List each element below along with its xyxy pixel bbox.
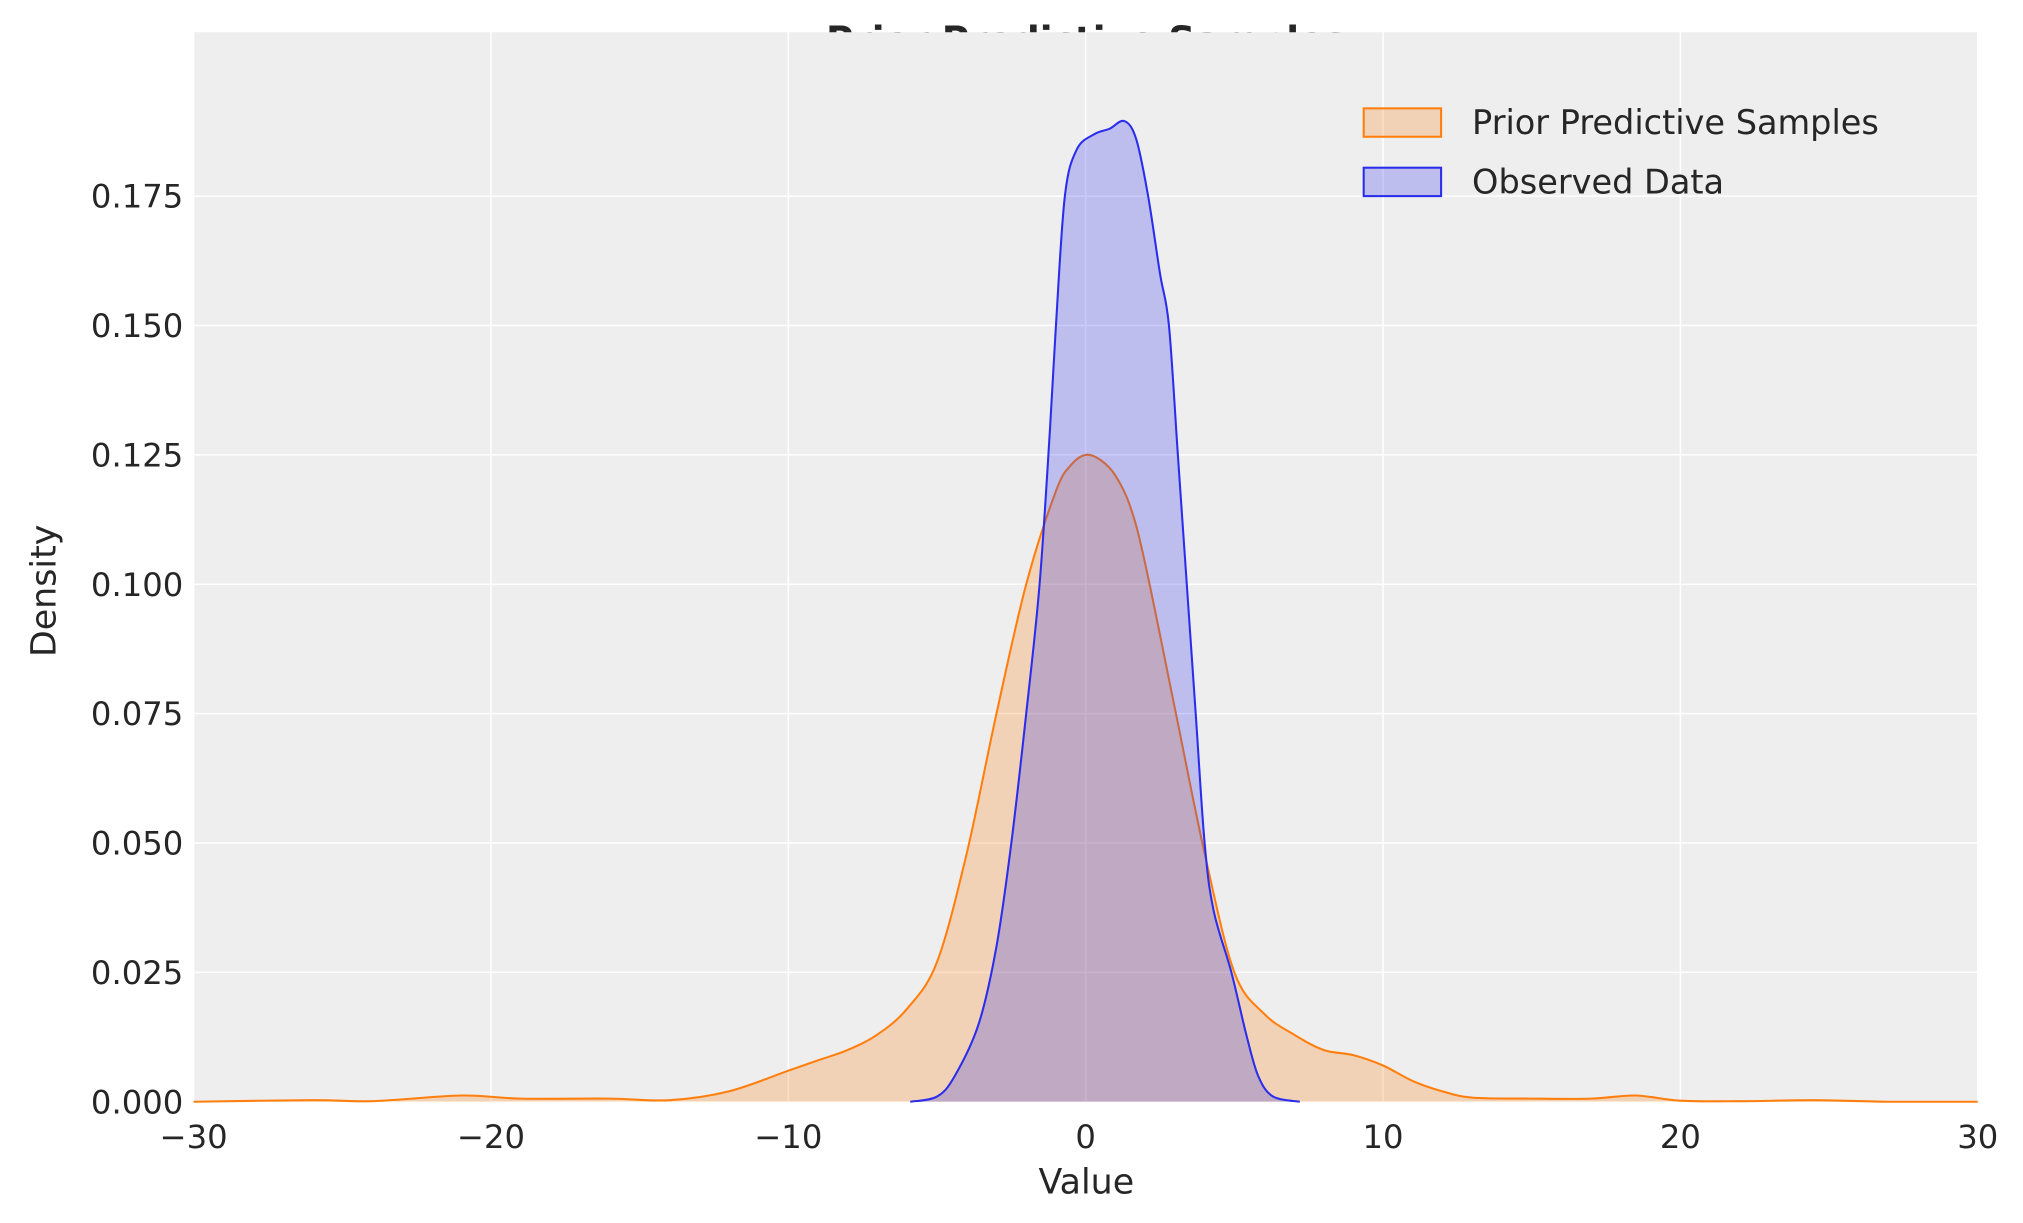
x-tick-label: 30 xyxy=(1957,1118,1998,1156)
gridlines xyxy=(192,32,1979,1103)
observed-data-line xyxy=(910,119,1300,1103)
prior-predictive-samples-line xyxy=(193,453,1978,1103)
y-tick-label: 0.025 xyxy=(91,954,183,992)
legend-label: Prior Predictive Samples xyxy=(1472,103,1879,142)
y-tick-label: 0.100 xyxy=(91,566,183,604)
x-axis-label: Value xyxy=(1038,1162,1134,1202)
x-tick-label: −30 xyxy=(160,1118,228,1156)
prior-predictive-samples-area xyxy=(193,454,1978,1102)
y-tick-label: 0.000 xyxy=(91,1083,183,1121)
x-tick-label: 10 xyxy=(1363,1118,1404,1156)
y-tick-label: 0.075 xyxy=(91,695,183,733)
x-tick-label: −10 xyxy=(754,1118,822,1156)
y-tick-label: 0.050 xyxy=(91,825,183,863)
legend-swatch xyxy=(1362,166,1443,198)
y-tick-label: 0.150 xyxy=(91,307,183,345)
x-tick-label: 0 xyxy=(1075,1118,1096,1156)
x-tick-label: 20 xyxy=(1660,1118,1701,1156)
y-tick-label: 0.175 xyxy=(91,178,183,216)
x-tick-label: −20 xyxy=(457,1118,525,1156)
y-axis-label: Density xyxy=(25,525,65,657)
series-layer xyxy=(193,119,1978,1103)
legend: Prior Predictive Samples Observed Data xyxy=(1362,103,1879,202)
y-tick-label: 0.125 xyxy=(91,436,183,474)
x-axis-ticks: −30 −20 −10 0 10 20 30 xyxy=(160,1118,1999,1156)
y-axis-ticks: 0.000 0.025 0.050 0.075 0.100 0.125 0.150 0.175 xyxy=(91,178,183,1122)
legend-swatch xyxy=(1362,107,1443,138)
observed-data-area xyxy=(910,120,1300,1102)
legend-label: Observed Data xyxy=(1472,163,1724,202)
